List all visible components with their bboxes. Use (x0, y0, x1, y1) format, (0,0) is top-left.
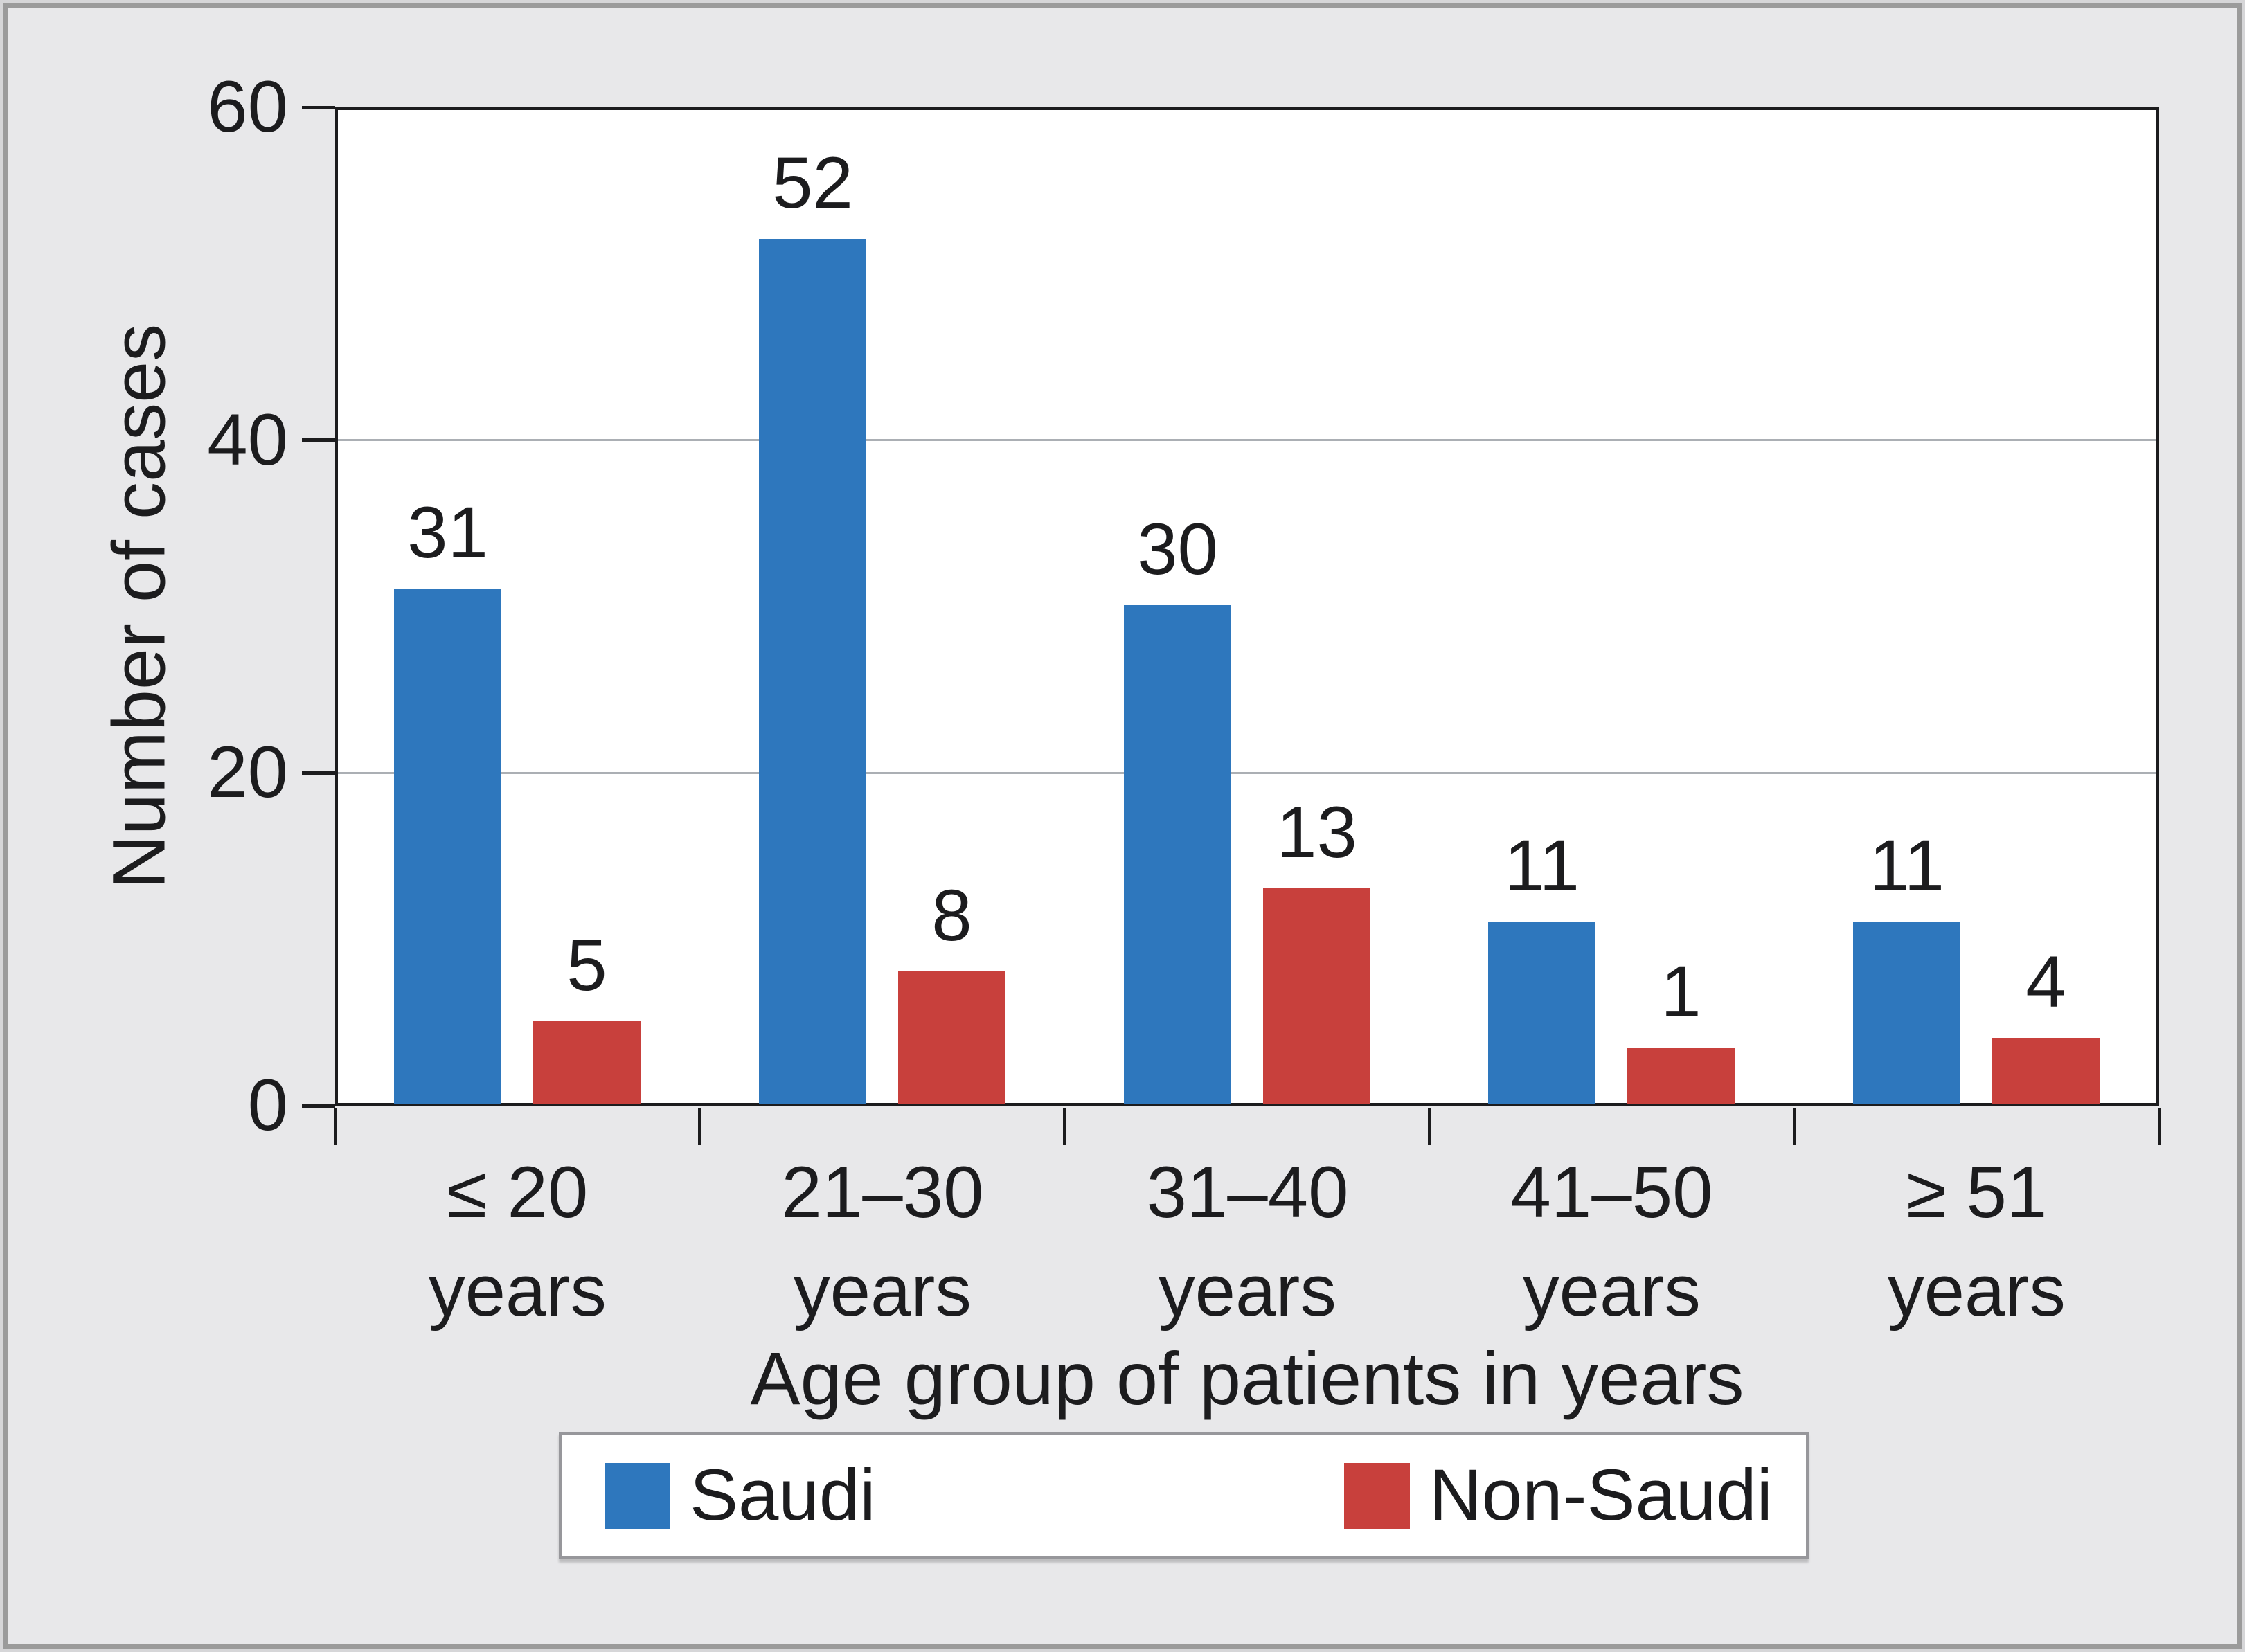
y-tick-label-40: 40 (207, 399, 288, 481)
bar-value-non-saudi-group-0: 5 (566, 925, 607, 1006)
y-tick-label-60: 60 (207, 66, 288, 147)
y-tick-20 (302, 771, 335, 775)
bar-value-saudi-group-0: 31 (407, 492, 488, 573)
x-category-label-line: years (1523, 1250, 1701, 1331)
legend-item-saudi: Saudi (605, 1457, 876, 1534)
x-tick-4 (1793, 1108, 1796, 1145)
x-category-label-2: 31–40 years (1065, 1144, 1430, 1340)
bar-value-non-saudi-group-1: 8 (931, 875, 972, 956)
y-tick-label-20: 20 (207, 732, 288, 813)
bar-saudi-group-4 (1853, 922, 1960, 1104)
bar-value-non-saudi-group-4: 4 (2025, 942, 2066, 1023)
x-category-label-4: ≥ 51 years (1794, 1144, 2159, 1340)
gridline-40 (338, 439, 2156, 441)
x-category-label-0: ≤ 20 years (335, 1144, 700, 1340)
y-tick-label-0: 0 (247, 1065, 288, 1146)
legend-swatch-non-saudi (1343, 1462, 1410, 1529)
x-category-label-line: years (1159, 1250, 1336, 1331)
bar-value-saudi-group-4: 11 (1869, 825, 1944, 906)
bar-saudi-group-1 (759, 239, 866, 1104)
x-category-label-line: 41–50 (1510, 1152, 1713, 1233)
x-category-label-line: years (794, 1250, 972, 1331)
bar-value-non-saudi-group-3: 1 (1661, 951, 1701, 1032)
bar-non-saudi-group-2 (1263, 888, 1370, 1104)
x-tick-0 (334, 1108, 337, 1145)
bar-non-saudi-group-4 (1992, 1038, 2100, 1104)
x-tick-2 (1063, 1108, 1066, 1145)
legend-item-non-saudi: Non-Saudi (1343, 1455, 1773, 1536)
y-tick-60 (302, 106, 335, 109)
bar-value-saudi-group-1: 52 (772, 143, 853, 224)
x-category-label-line: ≥ 51 (1906, 1152, 2048, 1233)
x-tick-1 (698, 1108, 701, 1145)
bar-non-saudi-group-0 (533, 1021, 641, 1104)
x-category-label-line: years (429, 1250, 607, 1331)
bar-non-saudi-group-1 (898, 971, 1005, 1104)
bar-non-saudi-group-3 (1627, 1048, 1735, 1104)
x-category-label-line: ≤ 20 (447, 1152, 589, 1233)
bar-value-saudi-group-2: 30 (1137, 509, 1218, 590)
x-category-label-3: 41–50 years (1429, 1144, 1794, 1340)
x-category-label-1: 21–30 years (700, 1144, 1065, 1340)
bar-saudi-group-2 (1124, 605, 1231, 1104)
legend-label-non-saudi: Non-Saudi (1429, 1455, 1773, 1536)
x-category-label-line: 21–30 (781, 1152, 984, 1233)
x-axis-title: Age group of patients in years (750, 1336, 1744, 1420)
bar-value-non-saudi-group-2: 13 (1276, 792, 1357, 873)
legend-label-saudi: Saudi (690, 1455, 876, 1536)
bar-saudi-group-3 (1488, 922, 1595, 1104)
bar-value-saudi-group-3: 11 (1504, 825, 1580, 906)
x-category-label-line: years (1888, 1250, 2066, 1331)
x-tick-3 (1428, 1108, 1431, 1145)
gridline-20 (338, 772, 2156, 774)
legend-swatch-saudi (605, 1462, 670, 1529)
bar-saudi-group-0 (394, 589, 501, 1104)
legend: Saudi Non-Saudi (559, 1432, 1809, 1559)
y-tick-0 (302, 1104, 335, 1108)
x-tick-5 (2158, 1108, 2161, 1145)
y-tick-40 (302, 438, 335, 442)
x-category-label-line: 31–40 (1146, 1152, 1349, 1233)
